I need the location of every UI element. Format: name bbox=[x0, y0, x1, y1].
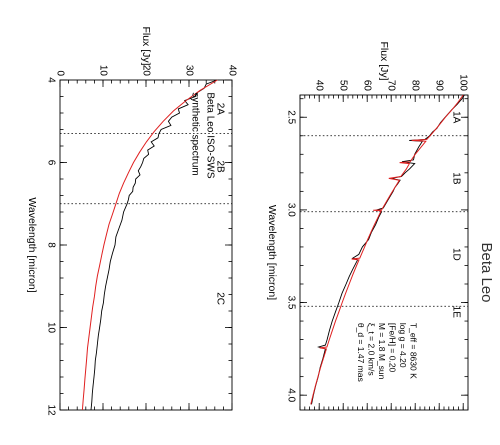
stellar-parameter: [Fe/H] = 0.20 bbox=[387, 323, 397, 373]
wavelength-tick-label: 4 bbox=[45, 77, 56, 83]
flux-tick-label: 60 bbox=[362, 80, 373, 92]
stellar-parameter: ξ_t = 2.0 km/s bbox=[366, 323, 376, 376]
wavelength-tick-label: 6 bbox=[45, 160, 56, 166]
synthetic-spectrum-line bbox=[310, 94, 464, 405]
y-axis-label: Flux [Jy] bbox=[140, 26, 152, 65]
x-axis-label: Wavelength [micron] bbox=[26, 197, 38, 292]
chart-title: Beta Leo bbox=[478, 242, 495, 302]
y-axis-label: Flux [Jy] bbox=[378, 41, 390, 80]
band-label: 1E bbox=[450, 306, 461, 319]
flux-tick-label: 40 bbox=[314, 80, 325, 92]
wavelength-tick-label: 12 bbox=[45, 404, 56, 416]
observed-spectrum-line bbox=[90, 79, 218, 411]
band-label: 1A bbox=[450, 111, 461, 124]
synthetic-spectrum-line bbox=[81, 79, 218, 411]
panel-beta-leo-short: 40 50 60 70 80 90 100 2.5 3.0 3.5 4.0 Flux [Jy] Wave… bbox=[266, 41, 495, 411]
flux-tick-label: 0 bbox=[54, 70, 65, 76]
flux-tick-label: 70 bbox=[386, 80, 397, 92]
flux-tick-label: 10 bbox=[97, 65, 108, 77]
wavelength-tick-label: 8 bbox=[45, 242, 56, 248]
wavelength-tick-label: 4.0 bbox=[285, 388, 296, 402]
band-label: 1B bbox=[450, 172, 461, 185]
band-label: 2C bbox=[214, 292, 225, 305]
legend-entry: synthetic spectrum bbox=[189, 92, 200, 175]
flux-tick-label: 90 bbox=[434, 80, 445, 92]
wavelength-tick-label: 2.5 bbox=[285, 110, 296, 124]
stellar-parameter: M = 1.8 M_sun bbox=[377, 323, 387, 380]
stellar-parameter: log g = 4.20 bbox=[398, 323, 408, 368]
wavelength-tick-label: 10 bbox=[45, 322, 56, 334]
flux-tick-label: 100 bbox=[458, 74, 469, 91]
flux-tick-label: 20 bbox=[140, 65, 151, 77]
flux-tick-label: 80 bbox=[410, 80, 421, 92]
plot-frame bbox=[299, 94, 469, 411]
flux-tick-label: 50 bbox=[338, 80, 349, 92]
wavelength-tick-label: 3.5 bbox=[285, 296, 296, 310]
flux-tick-label: 40 bbox=[226, 65, 237, 77]
panel-beta-leo-long: 0 10 20 30 40 4 6 8 10 12 Flux [Jy] Wavelength [mic… bbox=[26, 26, 237, 416]
band-label: 2B bbox=[214, 161, 225, 174]
wavelength-tick-label: 3.0 bbox=[285, 203, 296, 217]
x-axis-label: Wavelength [micron] bbox=[266, 205, 278, 300]
legend-entry: Beta Leo ISO-SWS bbox=[204, 92, 215, 178]
stellar-parameter: T_eff = 8630 K bbox=[408, 323, 418, 379]
band-label: 2A bbox=[214, 103, 225, 116]
stellar-parameter: θ_d = 1.47 mas bbox=[356, 323, 366, 382]
band-label: 1D bbox=[450, 248, 461, 261]
flux-tick-label: 30 bbox=[183, 65, 194, 77]
